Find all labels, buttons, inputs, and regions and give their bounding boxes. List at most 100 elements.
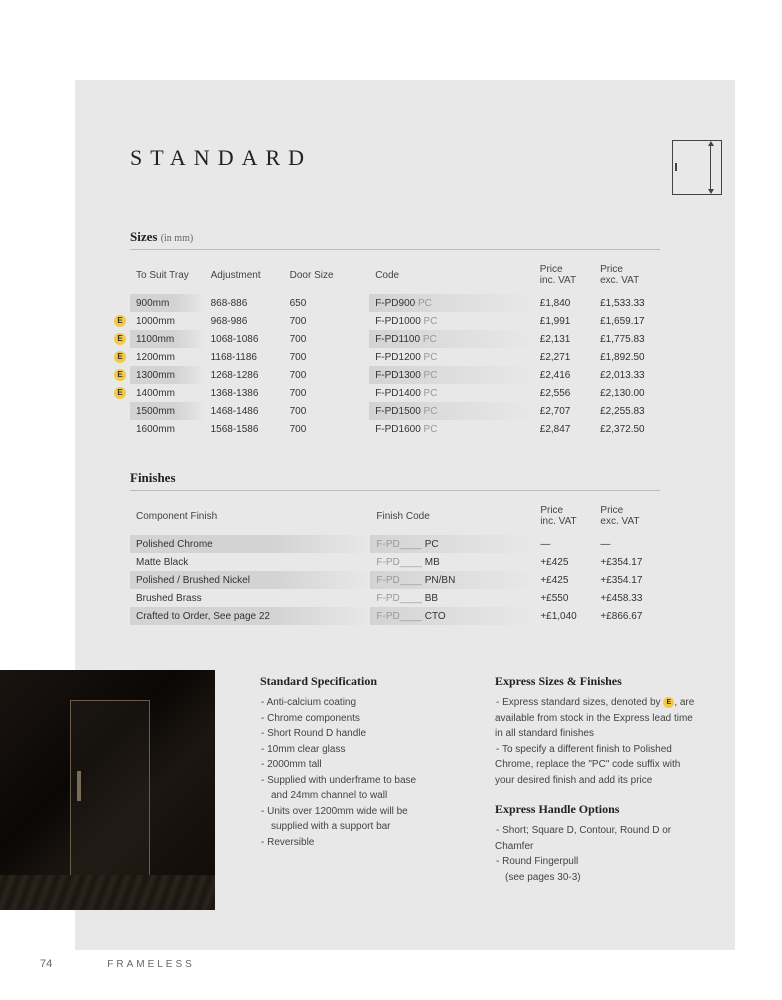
cell-adj: 1468-1486 (205, 402, 284, 420)
cell-finish-code: F-PD____ PC (370, 535, 534, 553)
table-row: Crafted to Order, See page 22 F-PD____ C… (130, 607, 660, 625)
cell-finish-inc: +£425 (534, 571, 594, 589)
table-row: 900mm 868-886 650 F-PD900 PC £1,840 £1,5… (130, 294, 660, 312)
table-row: E1000mm 968-986 700 F-PD1000 PC £1,991 £… (130, 312, 660, 330)
cell-code: F-PD1400 PC (369, 384, 534, 402)
col-inc: Priceinc. VAT (534, 260, 594, 294)
cell-door: 700 (284, 402, 370, 420)
fcol-name: Component Finish (130, 501, 370, 535)
express-sizes-list: Express standard sizes, denoted by E, ar… (495, 695, 700, 788)
spec-columns: Standard Specification Anti-calcium coat… (215, 670, 700, 910)
cell-finish-inc: +£550 (534, 589, 594, 607)
cell-exc: £2,130.00 (594, 384, 660, 402)
cell-inc: £1,840 (534, 294, 594, 312)
express-badge-icon: E (114, 369, 126, 381)
col-tray: To Suit Tray (130, 260, 205, 294)
fcol-inc: Priceinc. VAT (534, 501, 594, 535)
cell-tray: E1000mm (130, 312, 205, 330)
spec-heading: Standard Specification (260, 674, 465, 689)
sizes-section: Sizes (in mm) To Suit Tray Adjustment Do… (130, 229, 660, 438)
cell-finish-exc: +£458.33 (594, 589, 660, 607)
cell-finish-name: Polished Chrome (130, 535, 370, 553)
cell-adj: 868-886 (205, 294, 284, 312)
cell-adj: 1068-1086 (205, 330, 284, 348)
cell-inc: £2,847 (534, 420, 594, 438)
cell-door: 700 (284, 330, 370, 348)
cell-finish-code: F-PD____ CTO (370, 607, 534, 625)
cell-adj: 1568-1586 (205, 420, 284, 438)
spec-item: supplied with a support bar (260, 819, 465, 835)
cell-finish-exc: — (594, 535, 660, 553)
cell-adj: 1368-1386 (205, 384, 284, 402)
fcol-code: Finish Code (370, 501, 534, 535)
cell-finish-name: Brushed Brass (130, 589, 370, 607)
photo-floor (0, 875, 215, 910)
express-line-1: Express standard sizes, denoted by E, ar… (495, 695, 700, 742)
cell-adj: 968-986 (205, 312, 284, 330)
page-number: 74 (40, 958, 52, 970)
fcol-exc: Priceexc. VAT (594, 501, 660, 535)
cell-tray: 1500mm (130, 402, 205, 420)
cell-finish-exc: +£866.67 (594, 607, 660, 625)
sizes-heading: Sizes (in mm) (130, 229, 660, 250)
cell-code: F-PD1000 PC (369, 312, 534, 330)
express-badge-icon: E (114, 315, 126, 327)
finishes-table: Component Finish Finish Code Priceinc. V… (130, 501, 660, 625)
cell-exc: £1,533.33 (594, 294, 660, 312)
table-row: E1100mm 1068-1086 700 F-PD1100 PC £2,131… (130, 330, 660, 348)
main-content: STANDARD Sizes (in mm) To Suit Tray Adju… (130, 145, 660, 625)
cell-exc: £2,013.33 (594, 366, 660, 384)
spec-item: Short Round D handle (260, 726, 465, 742)
col-code: Code (369, 260, 534, 294)
cell-finish-name: Crafted to Order, See page 22 (130, 607, 370, 625)
table-row: E1300mm 1268-1286 700 F-PD1300 PC £2,416… (130, 366, 660, 384)
cell-code: F-PD1200 PC (369, 348, 534, 366)
cell-adj: 1168-1186 (205, 348, 284, 366)
spec-item: Chrome components (260, 711, 465, 727)
spec-item: Anti-calcium coating (260, 695, 465, 711)
cell-code: F-PD1500 PC (369, 402, 534, 420)
finishes-heading: Finishes (130, 470, 660, 491)
cell-finish-inc: +£1,040 (534, 607, 594, 625)
express-handle-list: Short; Square D, Contour, Round D or Cha… (495, 823, 700, 870)
cell-inc: £2,556 (534, 384, 594, 402)
spec-item: and 24mm channel to wall (260, 788, 465, 804)
bottom-block: Standard Specification Anti-calcium coat… (0, 670, 782, 910)
cell-finish-code: F-PD____ MB (370, 553, 534, 571)
cell-exc: £2,255.83 (594, 402, 660, 420)
spec-item: Supplied with underframe to base (260, 773, 465, 789)
spec-list: Anti-calcium coatingChrome componentsSho… (260, 695, 465, 850)
cell-inc: £2,416 (534, 366, 594, 384)
cell-door: 700 (284, 366, 370, 384)
sizes-header-row: To Suit Tray Adjustment Door Size Code P… (130, 260, 660, 294)
photo-door (70, 700, 150, 880)
table-row: 1600mm 1568-1586 700 F-PD1600 PC £2,847 … (130, 420, 660, 438)
cell-code: F-PD1100 PC (369, 330, 534, 348)
cell-tray: E1200mm (130, 348, 205, 366)
door-diagram-icon (672, 140, 722, 195)
cell-exc: £1,775.83 (594, 330, 660, 348)
cell-door: 700 (284, 348, 370, 366)
table-row: 1500mm 1468-1486 700 F-PD1500 PC £2,707 … (130, 402, 660, 420)
cell-tray: E1400mm (130, 384, 205, 402)
table-row: Matte Black F-PD____ MB +£425 +£354.17 (130, 553, 660, 571)
cell-inc: £2,131 (534, 330, 594, 348)
spec-item: Units over 1200mm wide will be (260, 804, 465, 820)
cell-finish-exc: +£354.17 (594, 571, 660, 589)
cell-finish-code: F-PD____ BB (370, 589, 534, 607)
cell-finish-inc: +£425 (534, 553, 594, 571)
cell-code: F-PD900 PC (369, 294, 534, 312)
express-badge-icon: E (663, 697, 674, 708)
page-title: STANDARD (130, 145, 660, 171)
table-row: E1400mm 1368-1386 700 F-PD1400 PC £2,556… (130, 384, 660, 402)
spec-item: 2000mm tall (260, 757, 465, 773)
handle-opt-2: Round Fingerpull (495, 854, 700, 870)
col-door: Door Size (284, 260, 370, 294)
cell-inc: £2,271 (534, 348, 594, 366)
express-badge-icon: E (114, 387, 126, 399)
table-row: Polished Chrome F-PD____ PC — — (130, 535, 660, 553)
cell-door: 700 (284, 312, 370, 330)
cell-exc: £1,659.17 (594, 312, 660, 330)
photo-handle (77, 771, 81, 801)
cell-code: F-PD1300 PC (369, 366, 534, 384)
